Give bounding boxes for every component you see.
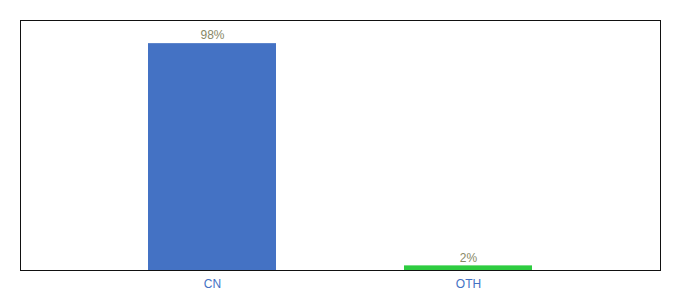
svg-text:98%: 98% — [200, 28, 224, 42]
svg-text:CN: CN — [204, 277, 221, 291]
svg-text:2%: 2% — [460, 251, 478, 265]
svg-text:OTH: OTH — [456, 277, 481, 291]
